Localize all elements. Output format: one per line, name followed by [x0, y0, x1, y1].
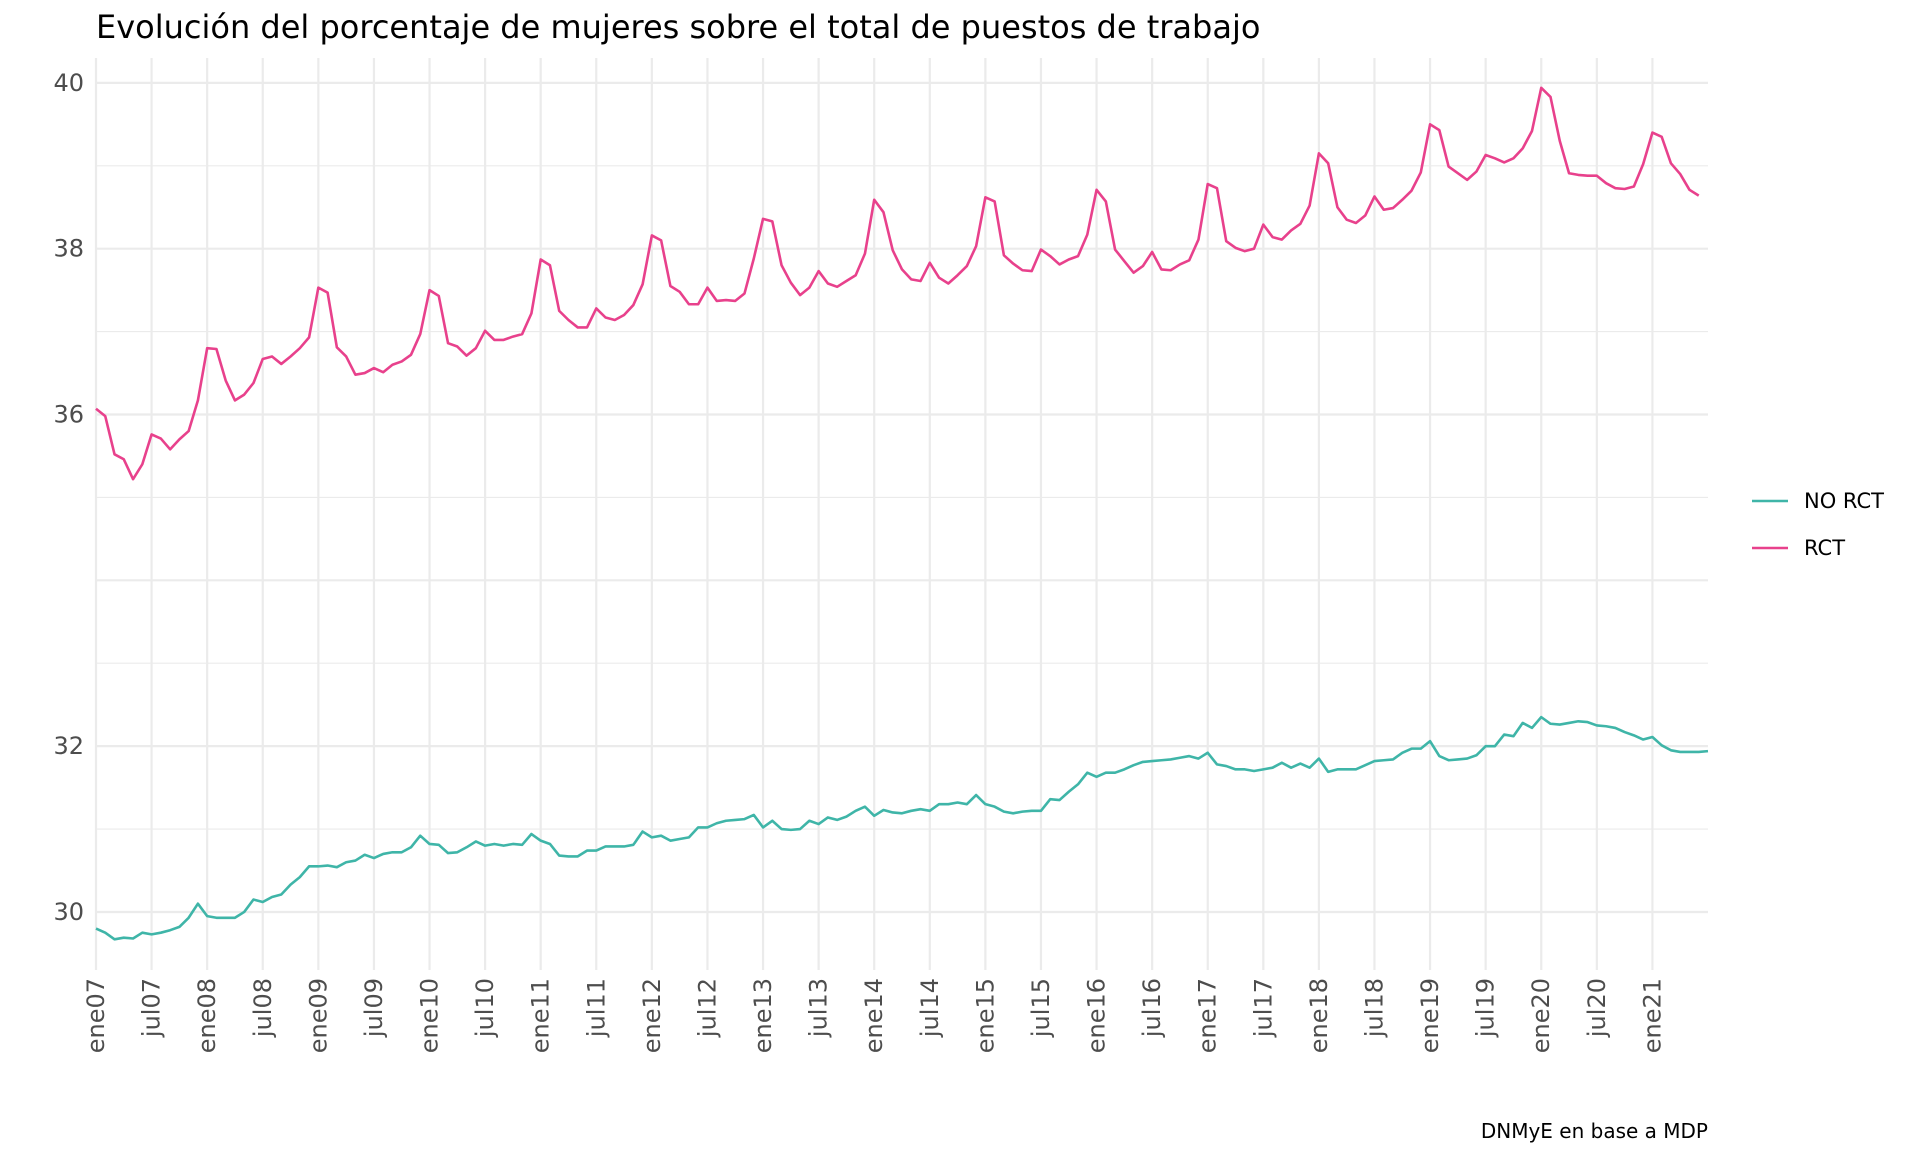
x-tick-label: ene10	[416, 978, 444, 1053]
x-tick-label: jul19	[1472, 978, 1500, 1038]
x-tick-label: ene11	[527, 978, 555, 1053]
legend-label-rct: RCT	[1804, 536, 1845, 560]
x-tick-label: jul10	[471, 978, 499, 1038]
x-tick-label: ene15	[971, 978, 999, 1053]
legend-label-no-rct: NO RCT	[1804, 489, 1884, 513]
x-tick-label: jul14	[916, 978, 944, 1038]
x-tick-label: ene14	[860, 978, 888, 1053]
y-tick-label: 38	[53, 235, 84, 263]
y-tick-label: 30	[53, 898, 84, 926]
x-tick-label: jul17	[1249, 978, 1277, 1038]
x-tick-label: jul18	[1360, 978, 1388, 1038]
x-tick-label: ene13	[749, 978, 777, 1053]
x-tick-label: jul12	[693, 978, 721, 1038]
x-tick-label: jul07	[138, 978, 166, 1038]
legend: NO RCT RCT	[1752, 489, 1884, 560]
y-tick-label: 32	[53, 732, 84, 760]
x-tick-label: ene19	[1416, 978, 1444, 1053]
x-tick-label: jul16	[1138, 978, 1166, 1038]
y-axis: 30 32 36 38 40	[53, 69, 84, 926]
x-tick-label: jul09	[360, 978, 388, 1038]
x-tick-label: ene09	[304, 978, 332, 1053]
series-line-no-rct	[95, 715, 1709, 941]
series-line-rct	[95, 86, 1700, 481]
x-axis: ene07 jul07 ene08 jul08 ene09 jul09 ene10 jul10…	[82, 978, 1666, 1053]
x-tick-label: ene18	[1305, 978, 1333, 1053]
x-tick-label: ene20	[1527, 978, 1555, 1053]
x-tick-label: ene16	[1083, 978, 1111, 1053]
x-tick-label: jul13	[805, 978, 833, 1038]
series-lines	[95, 86, 1709, 941]
y-tick-label: 36	[53, 401, 84, 429]
grid	[94, 58, 1708, 970]
x-tick-label: jul20	[1583, 978, 1611, 1038]
x-tick-label: jul08	[249, 978, 277, 1038]
x-tick-label: jul15	[1027, 978, 1055, 1038]
x-tick-label: ene07	[82, 978, 110, 1053]
x-tick-label: jul11	[582, 978, 610, 1038]
x-tick-label: ene12	[638, 978, 666, 1053]
chart-caption: DNMyE en base a MDP	[1481, 1119, 1708, 1143]
x-tick-label: ene08	[193, 978, 221, 1053]
x-tick-label: ene17	[1194, 978, 1222, 1053]
chart-title: Evolución del porcentaje de mujeres sobr…	[96, 8, 1260, 46]
x-tick-label: ene21	[1638, 978, 1666, 1053]
y-tick-label: 40	[53, 69, 84, 97]
